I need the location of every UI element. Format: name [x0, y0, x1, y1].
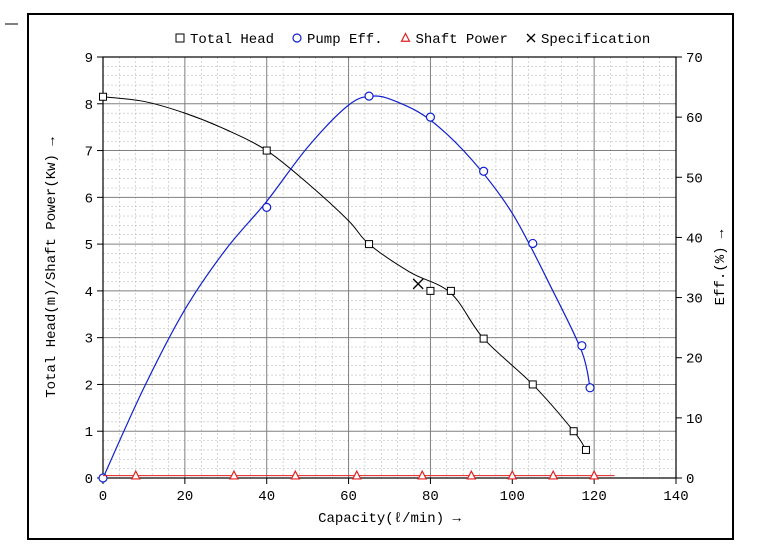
- svg-text:6: 6: [85, 191, 93, 207]
- svg-text:20: 20: [686, 352, 703, 368]
- total-head-marker: [427, 287, 434, 294]
- shaft-power-marker: [353, 471, 361, 479]
- chart-svg: 0204060801001201400123456789010203040506…: [0, 0, 761, 554]
- svg-text:10: 10: [686, 412, 703, 428]
- svg-text:80: 80: [422, 489, 439, 505]
- shaft-power-marker: [230, 471, 238, 479]
- total-head-line: [103, 97, 586, 450]
- pump-eff-line: [103, 96, 590, 478]
- legend: Total Head Pump Eff. Shaft Power Specificat…: [176, 32, 650, 48]
- svg-text:Specification: Specification: [541, 32, 650, 48]
- svg-text:30: 30: [686, 292, 703, 308]
- pump-eff-marker: [578, 342, 586, 350]
- total-head-marker: [570, 428, 577, 435]
- svg-text:100: 100: [500, 489, 525, 505]
- svg-text:9: 9: [85, 51, 93, 67]
- pump-eff-marker: [480, 167, 488, 175]
- pump-eff-marker: [529, 239, 537, 247]
- specification-marker: [413, 279, 423, 289]
- svg-text:120: 120: [582, 489, 607, 505]
- svg-text:60: 60: [340, 489, 357, 505]
- svg-text:3: 3: [85, 332, 93, 348]
- svg-text:0: 0: [686, 472, 694, 488]
- svg-text:2: 2: [85, 378, 93, 394]
- major-grid: [103, 57, 676, 478]
- svg-text:7: 7: [85, 145, 93, 161]
- svg-text:70: 70: [686, 51, 703, 67]
- y-right-label: Eff.(%) →: [713, 229, 729, 305]
- pump-chart: 0204060801001201400123456789010203040506…: [0, 0, 761, 554]
- shaft-power-marker: [291, 471, 299, 479]
- y-left-label: Total Head(m)/Shaft Power(Kw) →: [44, 137, 60, 398]
- svg-text:40: 40: [686, 231, 703, 247]
- shaft-power-marker: [467, 471, 475, 479]
- pump-eff-marker: [263, 203, 271, 211]
- shaft-power-marker: [508, 471, 516, 479]
- svg-text:140: 140: [663, 489, 688, 505]
- pump-eff-marker: [586, 384, 594, 392]
- svg-text:Shaft Power: Shaft Power: [416, 32, 508, 48]
- shaft-power-marker: [132, 471, 140, 479]
- svg-text:60: 60: [686, 111, 703, 127]
- total-head-marker: [366, 241, 373, 248]
- total-head-marker: [100, 93, 107, 100]
- total-head-marker: [480, 335, 487, 342]
- svg-text:50: 50: [686, 171, 703, 187]
- total-head-marker: [447, 287, 454, 294]
- pump-eff-marker: [365, 92, 373, 100]
- svg-text:8: 8: [85, 98, 93, 114]
- svg-text:4: 4: [85, 285, 93, 301]
- shaft-power-marker: [590, 471, 598, 479]
- shaft-power-marker: [418, 471, 426, 479]
- minor-grid: [103, 57, 676, 478]
- svg-text:Pump Eff.: Pump Eff.: [307, 32, 383, 48]
- svg-text:0: 0: [85, 472, 93, 488]
- svg-text:0: 0: [99, 489, 107, 505]
- svg-text:5: 5: [85, 238, 93, 254]
- svg-text:40: 40: [258, 489, 275, 505]
- x-axis-label: Capacity(ℓ/min) →: [318, 511, 461, 527]
- shaft-power-marker: [549, 471, 557, 479]
- svg-text:1: 1: [85, 425, 93, 441]
- total-head-marker: [582, 446, 589, 453]
- total-head-marker: [263, 147, 270, 154]
- svg-text:Total Head: Total Head: [190, 32, 274, 48]
- svg-text:20: 20: [176, 489, 193, 505]
- total-head-marker: [529, 381, 536, 388]
- pump-eff-marker: [426, 113, 434, 121]
